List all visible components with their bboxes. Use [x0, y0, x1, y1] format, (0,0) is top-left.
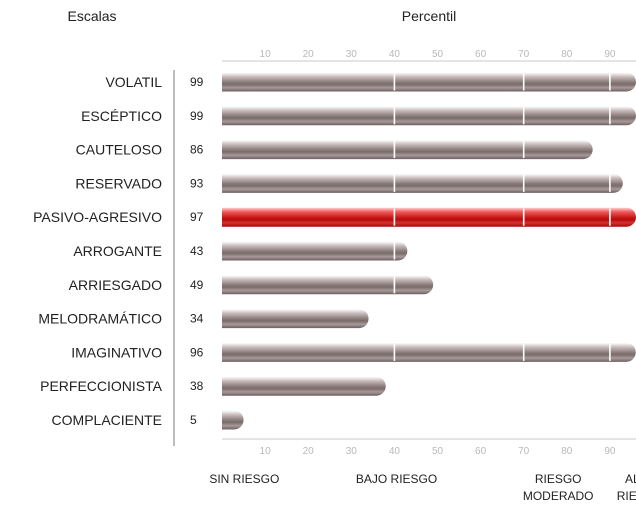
value-label: 49	[190, 278, 204, 292]
scale-row: VOLATIL 99	[105, 72, 636, 92]
top-tick-label-40: 40	[389, 49, 401, 60]
value-label: 99	[190, 109, 204, 123]
scales-heading: Escalas	[67, 8, 116, 24]
category-label: MELODRAMÁTICO	[38, 311, 162, 327]
bar	[222, 173, 623, 193]
category-label: RESERVADO	[75, 175, 162, 191]
value-label: 86	[190, 143, 204, 157]
bar	[222, 376, 386, 396]
scale-row: CAUTELOSO 86	[76, 140, 593, 160]
bottom-tick-labels: 10 20 30 40 50 60 70 80 90	[260, 446, 616, 457]
top-tick-label-60: 60	[475, 49, 487, 60]
value-label: 34	[190, 312, 204, 326]
category-label: VOLATIL	[105, 74, 162, 90]
top-tick-label-50: 50	[432, 49, 444, 60]
bottom-tick-label-70: 70	[518, 446, 530, 457]
risk-zone-label: RIESGO	[535, 472, 582, 486]
category-label: COMPLACIENTE	[52, 412, 162, 428]
category-label: ESCÉPTICO	[81, 108, 162, 124]
top-tick-label-70: 70	[518, 49, 530, 60]
value-label: 5	[190, 413, 197, 427]
bottom-tick-label-20: 20	[303, 446, 315, 457]
risk-zone-labels: SIN RIESGO BAJO RIESGO RIESGO MODERADO ALTO R…	[209, 472, 636, 503]
top-tick-label-80: 80	[561, 49, 573, 60]
scale-row: PASIVO-AGRESIVO 97	[33, 207, 636, 227]
bar	[222, 410, 244, 430]
top-tick-label-20: 20	[303, 49, 315, 60]
scale-row: ARRIESGADO 49	[69, 275, 434, 295]
category-label: CAUTELOSO	[76, 142, 162, 158]
percentile-heading: Percentil	[402, 8, 456, 24]
bar	[222, 140, 593, 160]
value-label: 97	[190, 210, 204, 224]
scale-row: ARROGANTE 43	[73, 241, 408, 261]
scale-row: ESCÉPTICO 99	[81, 106, 636, 126]
bottom-tick-label-90: 90	[604, 446, 616, 457]
bottom-tick-label-50: 50	[432, 446, 444, 457]
scale-row: RESERVADO 93	[75, 173, 623, 193]
value-label: 96	[190, 345, 204, 359]
bar	[222, 106, 636, 126]
scale-rows: VOLATIL 99 ESCÉPTICO 99 CAUTELOSO 86 RESERVADO…	[33, 72, 636, 430]
risk-zone-label: MODERADO	[523, 489, 594, 503]
bar-highlighted	[222, 207, 636, 227]
top-tick-label-30: 30	[346, 49, 358, 60]
scale-row: PERFECCIONISTA 38	[40, 376, 386, 396]
bar	[222, 72, 636, 92]
bottom-tick-label-80: 80	[561, 446, 573, 457]
scale-row: IMAGINATIVO 96	[71, 342, 636, 362]
category-label: IMAGINATIVO	[71, 344, 162, 360]
top-tick-labels: 10 20 30 40 50 60 70 80 90	[260, 49, 616, 60]
category-label: PERFECCIONISTA	[40, 378, 163, 394]
bar	[222, 275, 434, 295]
bar	[222, 309, 369, 329]
risk-zone-label: ALTO	[625, 472, 636, 486]
value-label: 38	[190, 379, 204, 393]
category-label: ARRIESGADO	[69, 277, 162, 293]
top-tick-label-90: 90	[604, 49, 616, 60]
bottom-tick-label-30: 30	[346, 446, 358, 457]
value-label: 99	[190, 75, 204, 89]
value-label: 93	[190, 176, 204, 190]
scale-row: MELODRAMÁTICO 34	[38, 309, 369, 329]
bottom-tick-label-60: 60	[475, 446, 487, 457]
bottom-tick-label-40: 40	[389, 446, 401, 457]
value-label: 43	[190, 244, 204, 258]
bar	[222, 342, 636, 362]
risk-zone-label: SIN RIESGO	[209, 472, 279, 486]
top-tick-label-10: 10	[260, 49, 272, 60]
bar	[222, 241, 408, 261]
risk-zone-label: RIESGO	[617, 489, 636, 503]
scale-row: COMPLACIENTE 5	[52, 410, 244, 430]
category-label: ARROGANTE	[73, 243, 162, 259]
bottom-tick-label-10: 10	[260, 446, 272, 457]
risk-zone-label: BAJO RIESGO	[356, 472, 437, 486]
category-label: PASIVO-AGRESIVO	[33, 209, 162, 225]
